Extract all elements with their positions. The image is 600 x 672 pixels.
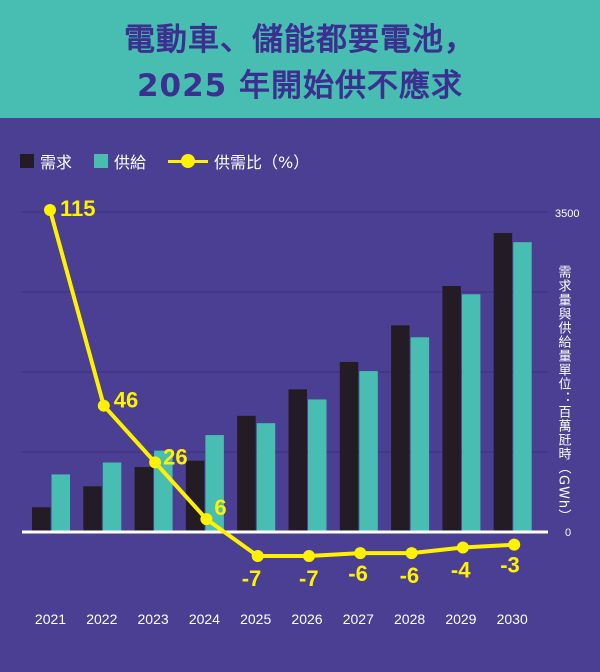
x-tick-label: 2028 bbox=[394, 611, 425, 627]
ratio-point bbox=[405, 547, 418, 560]
demand-bar bbox=[83, 486, 102, 532]
supply-bar bbox=[102, 462, 122, 532]
x-tick-label: 2021 bbox=[35, 611, 66, 627]
legend-demand-label: 需求 bbox=[40, 153, 73, 172]
supply-bar bbox=[410, 337, 430, 532]
x-tick-label: 2022 bbox=[86, 611, 117, 627]
ratio-point bbox=[251, 550, 264, 562]
x-tick-label: 2029 bbox=[445, 611, 476, 627]
ratio-data-label: 6 bbox=[214, 495, 226, 520]
x-tick-label: 2023 bbox=[138, 611, 169, 627]
supply-bar bbox=[461, 294, 481, 532]
title-line-1: 電動車、儲能都要電池， bbox=[124, 22, 476, 58]
demand-bar bbox=[442, 286, 461, 532]
ratio-point bbox=[354, 547, 367, 560]
legend-ratio: 供需比（%） bbox=[168, 149, 309, 173]
demand-bar bbox=[339, 361, 359, 532]
ratio-point bbox=[508, 538, 521, 551]
ratio-data-label: 26 bbox=[163, 444, 187, 469]
legend-supply-label: 供給 bbox=[114, 153, 147, 172]
demand-bar bbox=[237, 415, 256, 532]
supply-bar bbox=[51, 474, 70, 532]
ratio-data-label: -4 bbox=[451, 557, 471, 582]
legend: 需求 供給 供需比（%） bbox=[20, 149, 331, 173]
supply-bar bbox=[256, 423, 276, 532]
supply-bar bbox=[205, 435, 224, 532]
y-tick-label: 3500 bbox=[555, 208, 579, 220]
y-axis-label: 需求量與供給量單位：百萬瓩時（GWh） bbox=[556, 265, 572, 523]
ratio-point bbox=[456, 541, 469, 554]
demand-bar bbox=[134, 467, 154, 532]
ratio-point bbox=[97, 399, 110, 412]
title-line-2: 2025 年開始供不應求 bbox=[136, 68, 464, 104]
demand-swatch bbox=[20, 154, 34, 168]
ratio-data-label: -7 bbox=[299, 566, 319, 591]
ratio-line bbox=[48, 209, 515, 558]
ratio-data-label: 46 bbox=[114, 388, 138, 413]
ratio-point bbox=[44, 204, 56, 216]
ratio-data-label: -7 bbox=[242, 566, 262, 591]
ratio-data-label: -6 bbox=[348, 561, 368, 586]
x-tick-label: 2024 bbox=[189, 611, 220, 627]
demand-bar bbox=[391, 325, 410, 532]
demand-bar bbox=[493, 233, 513, 532]
x-tick-label: 2026 bbox=[291, 611, 322, 627]
ratio-point bbox=[303, 550, 315, 562]
ratio-point bbox=[200, 513, 213, 526]
ratio-point bbox=[149, 456, 162, 469]
x-tick-label: 2027 bbox=[343, 611, 374, 627]
ratio-data-label: 115 bbox=[60, 196, 96, 221]
legend-demand: 需求 bbox=[20, 149, 72, 173]
supply-bar bbox=[154, 450, 173, 532]
x-tick-label: 2030 bbox=[497, 611, 528, 627]
supply-bar bbox=[513, 242, 532, 532]
demand-bar bbox=[288, 389, 307, 532]
ratio-line-swatch bbox=[168, 154, 209, 168]
supply-swatch bbox=[94, 154, 109, 168]
y-tick-label: 0 bbox=[565, 527, 571, 539]
x-tick-label: 2025 bbox=[240, 611, 271, 627]
legend-supply: 供給 bbox=[94, 149, 146, 173]
supply-bar bbox=[359, 371, 378, 532]
supply-bar bbox=[308, 399, 327, 532]
demand-bar bbox=[32, 507, 51, 532]
ratio-data-label: -6 bbox=[400, 563, 420, 588]
title-banner: 電動車、儲能都要電池， 2025 年開始供不應求 bbox=[0, 0, 600, 118]
legend-ratio-label: 供需比（%） bbox=[214, 153, 310, 172]
ratio-data-label: -3 bbox=[500, 553, 520, 578]
